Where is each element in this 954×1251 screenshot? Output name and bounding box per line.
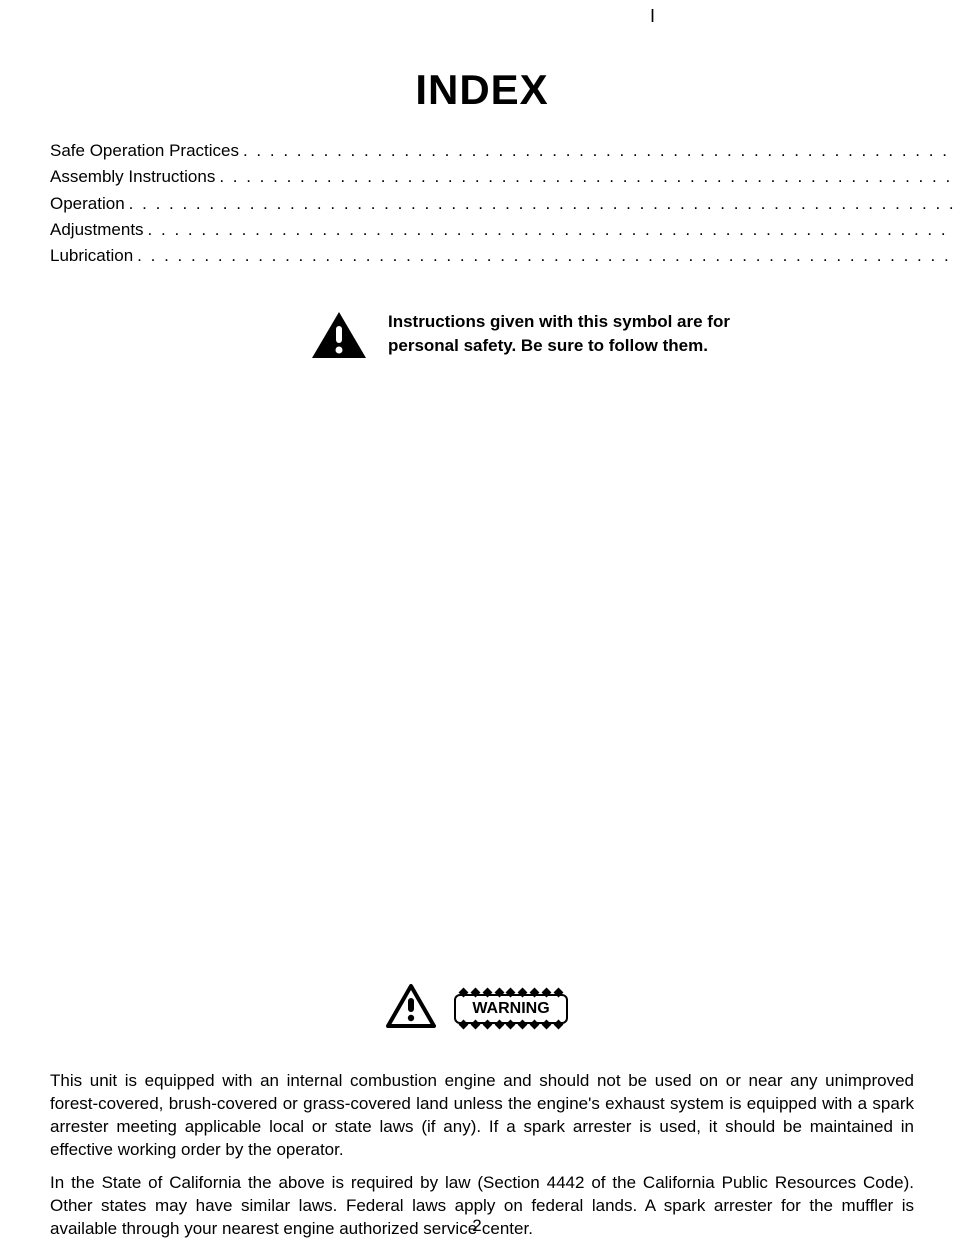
toc-leader-dots [129,191,954,217]
toc-label: Operation [50,191,125,217]
toc-label: Lubrication [50,243,133,269]
toc-label: Adjustments [50,217,144,243]
toc-left-column: Safe Operation Practices 3 Assembly Inst… [50,138,954,270]
toc-label: Assembly Instructions [50,164,215,190]
toc-row: Safe Operation Practices 3 [50,138,954,164]
warning-triangle-icon [386,984,436,1033]
page: I INDEX Safe Operation Practices 3 Assem… [0,0,954,1246]
page-number: 2 [0,1216,954,1236]
toc-leader-dots [243,138,954,164]
scallop-decoration [460,989,561,997]
scallop-decoration [460,1021,561,1029]
stray-scan-mark: I [650,6,655,27]
toc-row: Assembly Instructions 4 [50,164,954,190]
toc-leader-dots [148,217,954,243]
warning-label: WARNING [472,1000,549,1017]
warning-band: WARNING [0,984,954,1033]
toc-columns: Safe Operation Practices 3 Assembly Inst… [50,138,914,270]
toc-leader-dots [219,164,954,190]
safety-note-text: Instructions given with this symbol are … [388,310,770,358]
toc-row: Adjustments 9 [50,217,954,243]
warning-badge: WARNING [454,994,567,1024]
toc-label: Safe Operation Practices [50,138,239,164]
toc-leader-dots [137,243,954,269]
page-title: INDEX [50,66,914,114]
warning-paragraph-1: This unit is equipped with an internal c… [50,1070,914,1162]
warning-triangle-icon [310,310,368,365]
toc-row: Lubrication 10 [50,243,954,269]
toc-row: Operation 9 [50,191,954,217]
safety-note: Instructions given with this symbol are … [310,310,770,365]
